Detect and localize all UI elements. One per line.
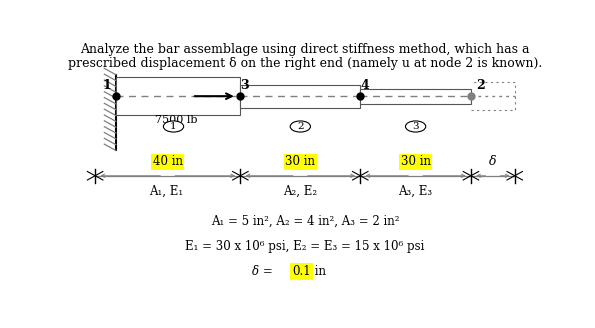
Text: 1: 1	[102, 79, 111, 92]
Bar	[116, 77, 240, 115]
Text: 30 in: 30 in	[286, 155, 315, 168]
Text: 40 in: 40 in	[153, 155, 183, 168]
Text: 30 in: 30 in	[400, 155, 431, 168]
Circle shape	[290, 121, 311, 132]
Bar	[361, 89, 471, 104]
Text: 3: 3	[412, 122, 419, 131]
Text: 2: 2	[477, 79, 486, 92]
Text: 3: 3	[240, 79, 249, 92]
Text: 4: 4	[361, 79, 369, 92]
Text: prescribed displacement δ on the right end (namely u at node 2 is known).: prescribed displacement δ on the right e…	[68, 57, 542, 70]
Text: δ: δ	[489, 155, 497, 168]
Text: Analyze the bar assemblage using direct stiffness method, which has a: Analyze the bar assemblage using direct …	[80, 43, 530, 56]
Text: A₃, E₃: A₃, E₃	[399, 184, 433, 197]
Bar	[240, 85, 361, 108]
Text: 1: 1	[170, 122, 177, 131]
Text: 7500 lb: 7500 lb	[155, 115, 197, 125]
Circle shape	[164, 121, 184, 132]
Text: 0.1: 0.1	[292, 265, 311, 278]
Text: E₁ = 30 x 10⁶ psi, E₂ = E₃ = 15 x 10⁶ psi: E₁ = 30 x 10⁶ psi, E₂ = E₃ = 15 x 10⁶ ps…	[185, 240, 425, 253]
Text: A₁, E₁: A₁, E₁	[149, 184, 184, 197]
Text: 2: 2	[297, 122, 303, 131]
Text: in: in	[311, 265, 326, 278]
Text: δ =: δ =	[252, 265, 277, 278]
Text: A₁ = 5 in², A₂ = 4 in², A₃ = 2 in²: A₁ = 5 in², A₂ = 4 in², A₃ = 2 in²	[211, 215, 399, 228]
Circle shape	[405, 121, 426, 132]
Text: A₂, E₂: A₂, E₂	[283, 184, 317, 197]
